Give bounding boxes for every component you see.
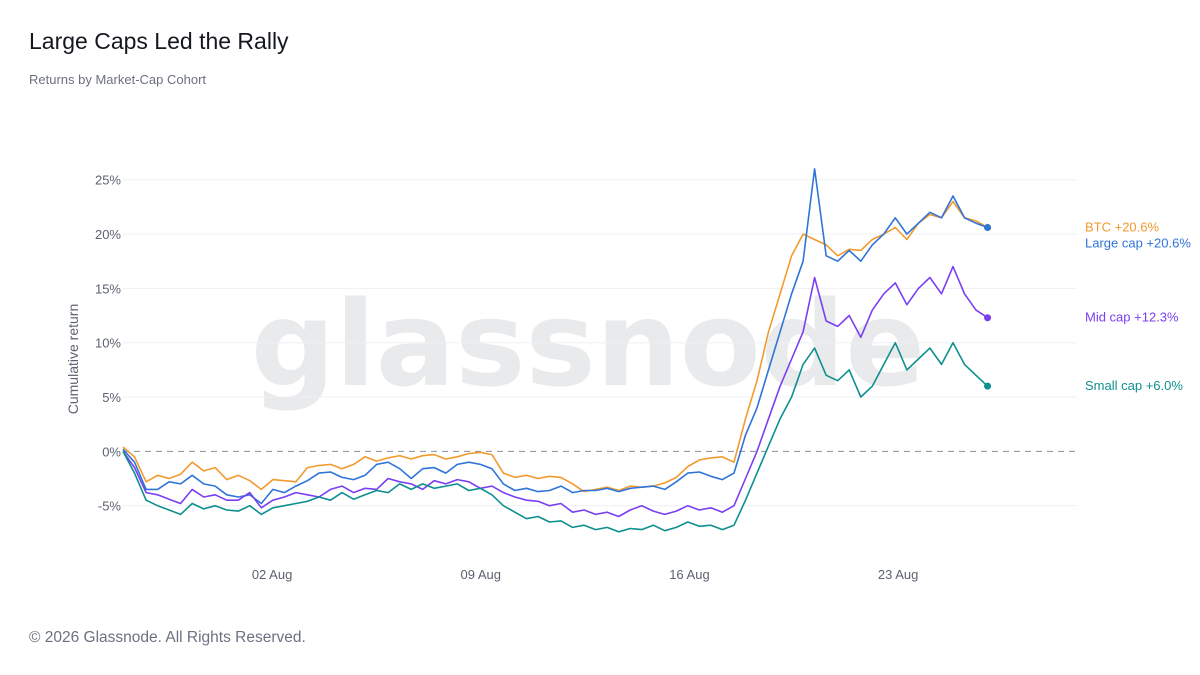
gridlines	[123, 179, 1077, 507]
x-tick-label: 16 Aug	[669, 567, 710, 582]
x-tick-label: 09 Aug	[461, 567, 502, 582]
y-tick-label: 25%	[95, 173, 121, 188]
chart-title: Large Caps Led the Rally	[29, 28, 289, 54]
end-label-small-cap: Small cap +6.0%	[1085, 378, 1183, 393]
y-tick-label: -5%	[98, 499, 122, 514]
x-tick-label: 02 Aug	[252, 567, 293, 582]
series-line-large-cap	[122, 168, 988, 505]
watermark-text: glassnode	[251, 275, 926, 413]
y-tick-label: 10%	[95, 336, 121, 351]
series-line-small-cap	[122, 341, 989, 533]
y-tick-label: 0%	[102, 444, 121, 459]
x-axis-ticks: 02 Aug 09 Aug 16 Aug 23 Aug	[252, 567, 919, 582]
series-end-dot-mid-cap	[984, 314, 992, 322]
end-label-mid-cap: Mid cap +12.3%	[1085, 310, 1179, 325]
series-end-dot-small-cap	[984, 382, 992, 390]
x-tick-label: 23 Aug	[878, 567, 919, 582]
y-axis-label: Cumulative return	[65, 304, 81, 415]
copyright-footer: © 2026 Glassnode. All Rights Reserved.	[29, 629, 306, 646]
series-line-mid-cap	[122, 265, 989, 518]
end-label-btc: BTC +20.6%	[1085, 220, 1160, 235]
y-tick-label: 5%	[102, 390, 121, 405]
chart-subtitle: Returns by Market-Cap Cohort	[29, 72, 207, 87]
y-axis-ticks: 25% 20% 15% 10% 5% 0% -5%	[95, 173, 121, 514]
series-line-btc	[122, 200, 988, 493]
series-lines	[122, 168, 992, 533]
end-label-large-cap: Large cap +20.6%	[1085, 236, 1191, 251]
series-end-dot-large-cap	[984, 224, 992, 232]
y-tick-label: 20%	[95, 227, 121, 242]
y-tick-label: 15%	[95, 281, 121, 296]
end-labels: BTC +20.6%Large cap +20.6% Mid cap +12.3%…	[1085, 220, 1191, 394]
